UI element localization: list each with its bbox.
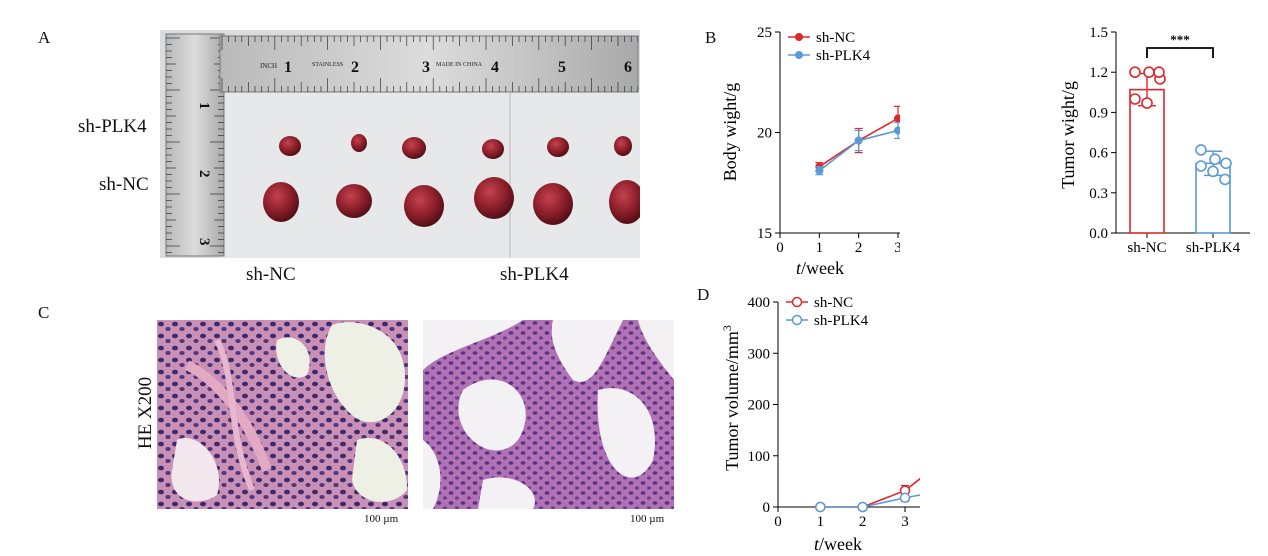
tw-ytick-label: 0.9 (1089, 105, 1108, 121)
ruler-text-stainless: STAINLESS (312, 62, 343, 68)
tw-ytick-label: 0.3 (1089, 186, 1108, 202)
bw-xtick-label: 3 (894, 240, 900, 256)
row-label-sh-plk4: sh-PLK4 (78, 116, 147, 137)
col-label-sh-nc: sh-NC (246, 264, 296, 285)
bw-series-line-sh-plk4 (818, 127, 900, 172)
tw-data-point (1209, 153, 1221, 166)
tv-xtick-label: 1 (817, 514, 825, 530)
tumors-sh-plk4-row (279, 134, 632, 159)
histology-image-sh-plk4 (423, 320, 674, 509)
tv-legend-label: sh-NC (814, 295, 853, 311)
ruler-num-4: 4 (491, 59, 499, 76)
panel-c-letter: C (38, 303, 50, 322)
tw-data-point (1195, 144, 1207, 156)
tumor-photo: INCH STAINLESS MADE IN CHINA 1 2 3 4 5 6… (160, 30, 640, 258)
ruler-side-1: 1 (196, 102, 212, 110)
tv-xlabel-rest: /week (819, 534, 862, 554)
chart-tumor-weight: 0.0 0.3 0.6 0.9 1.2 1.5 sh-NC sh-PLK4 *** Tumor… (1058, 25, 1250, 256)
ruler-num-2: 2 (351, 59, 359, 76)
bw-ytick-label: 25 (757, 25, 772, 41)
tumors-sh-nc-row (263, 177, 640, 227)
col-label-sh-plk4: sh-PLK4 (500, 264, 569, 285)
ruler-text-inch: INCH (260, 62, 277, 70)
tv-ylabel: Tumor volume/mm3 (720, 325, 742, 471)
tv-ytick-label: 300 (748, 346, 771, 362)
bw-xtick-label: 1 (816, 240, 824, 256)
tv-legend-marker (791, 296, 803, 308)
tw-ylabel: Tumor wight/g (1058, 81, 1078, 189)
tw-data-point (1153, 66, 1165, 79)
panel-a-letter: A (38, 28, 51, 47)
bw-xtick-label: 2 (855, 240, 863, 256)
ruler-side-2: 2 (196, 170, 212, 178)
bw-xtick-label: 0 (776, 240, 784, 256)
panel-b-letter: B (705, 28, 717, 47)
tw-data-point (1143, 66, 1155, 79)
tw-ytick-label: 0.6 (1089, 146, 1108, 162)
panel-d-letter: D (697, 285, 710, 304)
bw-data-point (894, 126, 900, 135)
tw-data-point (1195, 160, 1207, 172)
tw-data-point (1129, 66, 1141, 79)
tw-significance-bracket (1146, 47, 1214, 58)
bw-ytick-label: 20 (757, 126, 772, 142)
bw-legend-label: sh-NC (816, 30, 855, 46)
tw-data-point (1141, 97, 1153, 109)
he-row-label: HE X200 (135, 376, 156, 450)
histology-image-sh-nc (157, 320, 408, 509)
tw-data-point (1129, 93, 1141, 105)
tw-bar-sh-nc (1129, 88, 1165, 234)
ruler-num-5: 5 (558, 59, 566, 76)
tv-data-point (857, 501, 868, 513)
tw-xtick-label: sh-PLK4 (1186, 240, 1241, 256)
tv-data-point (899, 492, 911, 504)
tw-xtick-label: sh-NC (1127, 240, 1166, 256)
tw-significance-stars: *** (1170, 32, 1190, 47)
tv-legend-label: sh-PLK4 (814, 313, 869, 329)
bw-legend-marker (795, 51, 803, 59)
tv-ytick-label: 400 (748, 295, 771, 311)
tv-ylabel-main: Tumor volume/mm (722, 331, 742, 471)
bw-legend-marker (795, 33, 803, 41)
bw-xlabel-t: t (796, 258, 802, 278)
bw-data-point (815, 166, 824, 175)
ruler-side-3: 3 (196, 238, 212, 246)
bw-series-line-sh-nc (818, 116, 900, 168)
tv-ytick-label: 100 (748, 449, 771, 465)
tv-xtick-label: 3 (901, 514, 909, 530)
bw-xlabel: t/week (796, 258, 844, 278)
tw-ytick-label: 1.5 (1089, 25, 1108, 41)
bw-data-point (894, 114, 900, 123)
bw-data-point (854, 136, 863, 145)
bw-ytick-label: 15 (757, 226, 772, 242)
tv-series-line-sh-nc (820, 477, 920, 508)
tw-ytick-label: 0.0 (1089, 226, 1108, 242)
bw-ylabel: Body wight/g (720, 83, 740, 182)
bw-legend-label: sh-PLK4 (816, 48, 871, 64)
chart-tumor-volume: 01234560100200300400 sh-NCsh-PLK4*******… (720, 295, 920, 554)
tv-xtick-label: 0 (774, 514, 782, 530)
tv-xlabel-t: t (814, 534, 820, 554)
scale-bar-1: 100 µm (364, 513, 399, 525)
row-label-sh-nc: sh-NC (99, 174, 149, 195)
bw-xlabel-rest: /week (801, 258, 844, 278)
tv-ytick-label: 0 (763, 500, 771, 516)
ruler-num-3: 3 (422, 59, 430, 76)
tv-ylabel-sup: 3 (720, 325, 734, 331)
tv-xtick-label: 2 (859, 514, 867, 530)
ruler-num-6: 6 (624, 59, 632, 76)
scale-bar-2: 100 µm (630, 513, 665, 525)
tw-ytick-label: 1.2 (1089, 65, 1108, 81)
tv-data-point (815, 501, 826, 513)
tv-xlabel: t/week (814, 534, 862, 554)
tv-legend-marker (791, 314, 803, 326)
tw-data-point (1219, 173, 1231, 186)
ruler-text-made: MADE IN CHINA (436, 62, 483, 68)
ruler-num-1: 1 (284, 59, 292, 76)
tw-data-point (1220, 157, 1232, 170)
tv-series-line-sh-plk4 (820, 494, 920, 508)
tv-ytick-label: 200 (748, 398, 771, 414)
tw-data-point (1207, 165, 1219, 178)
